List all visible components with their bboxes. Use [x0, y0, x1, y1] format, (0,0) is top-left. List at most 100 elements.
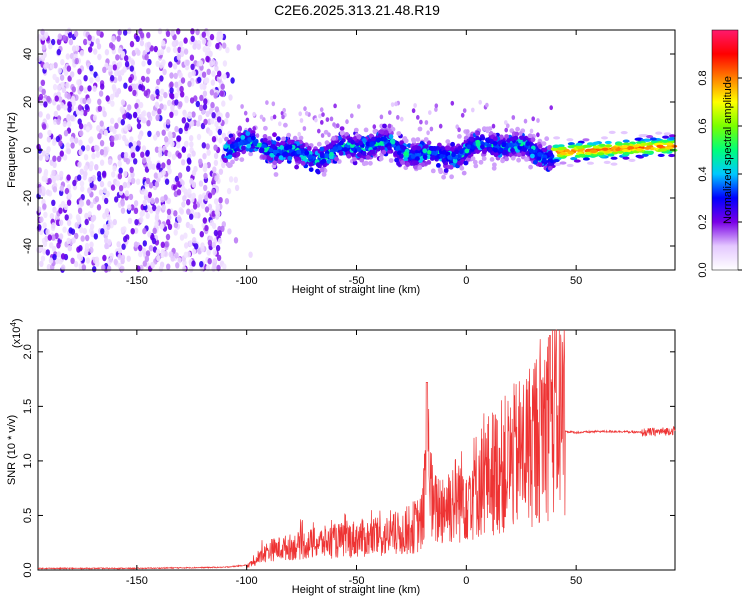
heatmap-cell	[184, 122, 190, 129]
heatmap-cell	[65, 53, 71, 60]
heatmap-cell	[668, 153, 676, 158]
heatmap-cell	[156, 162, 161, 169]
heatmap-cell	[130, 171, 135, 178]
heatmap-cell	[622, 151, 630, 156]
heatmap-cell	[190, 63, 195, 70]
heatmap-cell	[142, 240, 147, 247]
heatmap-cell	[215, 244, 221, 252]
heatmap-cell	[601, 147, 609, 151]
heatmap-cell	[352, 156, 357, 162]
heatmap-cell	[256, 142, 262, 148]
heatmap-cell	[448, 164, 454, 170]
heatmap-cell	[153, 172, 159, 179]
heatmap-cell	[622, 139, 630, 143]
heatmap-cell	[215, 203, 220, 210]
heatmap-cell	[166, 158, 171, 166]
heatmap-cell	[184, 242, 189, 249]
heatmap-cell	[38, 111, 43, 118]
heatmap-cell	[138, 79, 143, 86]
heatmap-cell	[124, 60, 130, 68]
heatmap-cell	[518, 131, 523, 136]
heatmap-cell	[178, 41, 184, 48]
heatmap-cell	[627, 146, 635, 150]
heatmap-cell	[482, 148, 488, 154]
heatmap-cell	[91, 152, 96, 160]
heatmap-cell	[206, 249, 211, 256]
heatmap-cell	[504, 120, 508, 125]
heatmap-cell	[220, 83, 225, 90]
heatmap-cell	[557, 146, 564, 151]
heatmap-cell	[61, 264, 66, 271]
heatmap-cell	[52, 186, 58, 193]
heatmap-cell	[133, 207, 139, 214]
heatmap-cell	[441, 158, 447, 163]
heatmap-cell	[227, 154, 233, 160]
heatmap-cell	[55, 219, 61, 226]
heatmap-cell	[120, 207, 126, 214]
heatmap-cell	[192, 43, 197, 50]
heatmap-cell	[415, 156, 420, 162]
heatmap-cell	[160, 88, 165, 96]
heatmap-cell	[416, 145, 422, 151]
heatmap-cell	[438, 169, 444, 175]
heatmap-x-axis-label: Height of straight line (km)	[292, 284, 420, 296]
heatmap-cell	[86, 199, 91, 206]
heatmap-cell	[114, 70, 119, 77]
heatmap-cell	[142, 157, 147, 164]
heatmap-cell	[171, 153, 177, 161]
heatmap-cell	[120, 119, 126, 126]
heatmap-cell	[441, 150, 447, 155]
heatmap-cell	[640, 142, 648, 146]
heatmap-y-tick-label: -20	[22, 190, 34, 206]
heatmap-cell	[62, 154, 68, 161]
heatmap-cell	[411, 108, 416, 114]
heatmap-cell	[416, 115, 420, 120]
heatmap-cell	[43, 211, 48, 218]
heatmap-cell	[362, 138, 367, 143]
heatmap-cell	[450, 100, 455, 106]
heatmap-cell	[144, 255, 150, 262]
heatmap-cell	[78, 254, 84, 262]
heatmap-cell	[163, 250, 169, 258]
heatmap-cell	[350, 113, 354, 119]
heatmap-cell	[643, 146, 651, 150]
heatmap-cell	[363, 127, 369, 133]
heatmap-panel: -150 -100 -50 0 50 -40 -20 0 20 40 Height of str…	[6, 27, 678, 296]
heatmap-cell	[78, 149, 83, 156]
heatmap-cell	[339, 126, 345, 131]
heatmap-cell	[139, 216, 144, 224]
heatmap-cell	[635, 148, 643, 152]
heatmap-cell	[281, 114, 285, 120]
heatmap-cell	[266, 155, 272, 161]
colorbar-label: Normalized spectral amplitude	[722, 76, 734, 224]
heatmap-cell	[37, 167, 42, 174]
heatmap-cell	[576, 145, 584, 150]
colorbar-tick-label: 0.6	[697, 118, 709, 133]
heatmap-cell	[130, 228, 135, 235]
heatmap-y-tick-label: -40	[22, 238, 34, 254]
heatmap-cell	[102, 223, 108, 230]
heatmap-cell	[126, 123, 132, 131]
heatmap-cell	[463, 160, 469, 166]
heatmap-cell	[70, 142, 75, 149]
heatmap-cell	[110, 75, 115, 82]
heatmap-cell	[195, 100, 200, 108]
heatmap-cell	[327, 132, 331, 138]
heatmap-cell	[85, 144, 91, 152]
heatmap-cell	[262, 134, 268, 139]
heatmap-cell	[74, 137, 79, 144]
heatmap-cell	[66, 237, 71, 245]
heatmap-cell	[245, 131, 251, 137]
heatmap-cell	[60, 59, 65, 66]
heatmap-cell	[125, 181, 131, 189]
heatmap-cell	[216, 35, 221, 43]
heatmap-cell	[104, 197, 109, 205]
heatmap-cell	[90, 230, 95, 238]
heatmap-cell	[87, 187, 92, 194]
heatmap-cell	[142, 227, 147, 235]
heatmap-cell	[89, 181, 94, 189]
heatmap-cell	[160, 241, 165, 248]
heatmap-cell	[123, 170, 128, 178]
heatmap-cell	[171, 40, 176, 48]
heatmap-cell	[329, 116, 334, 122]
